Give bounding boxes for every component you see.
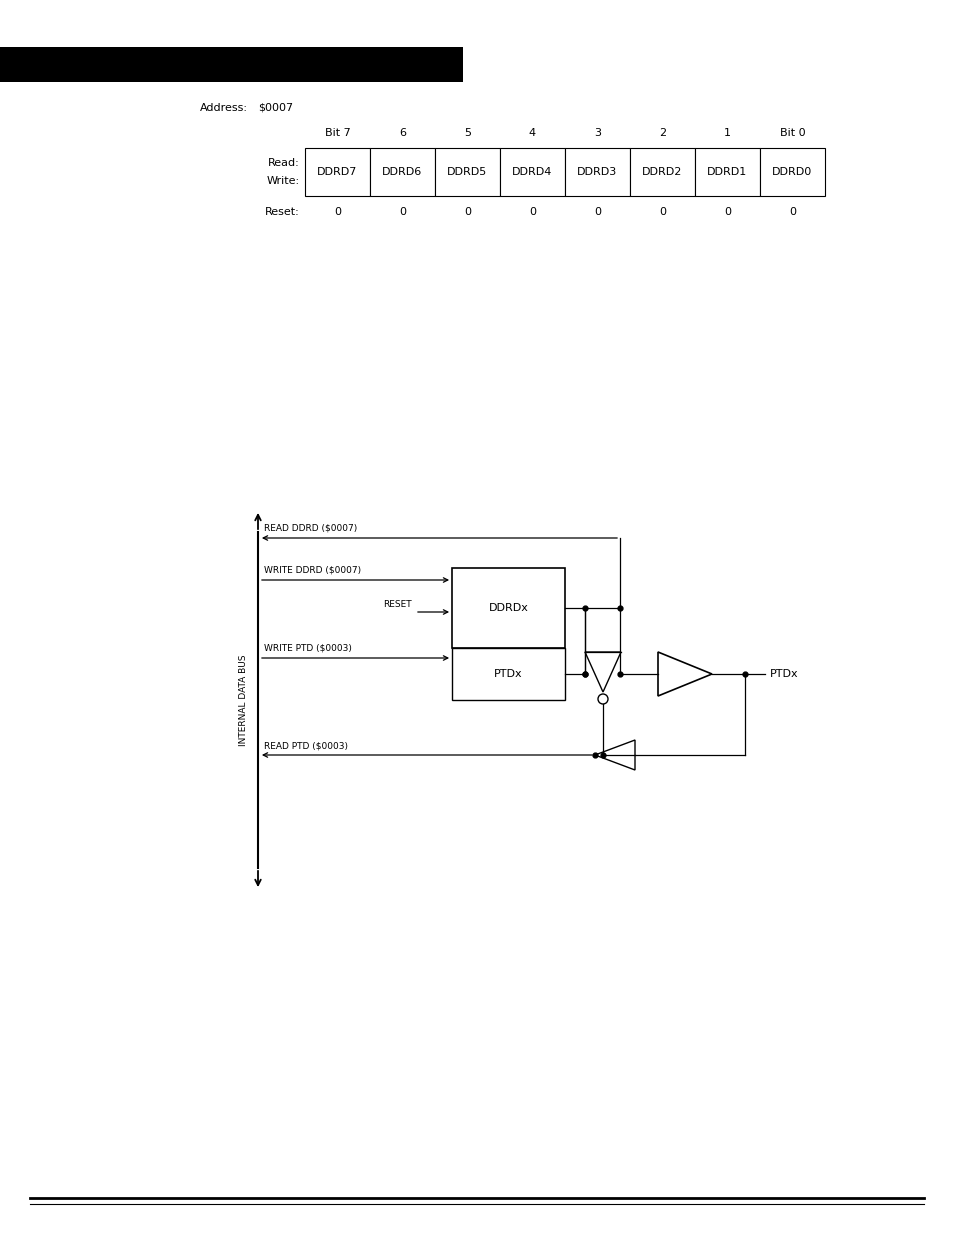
Text: RESET: RESET [383, 600, 412, 609]
Text: DDRD7: DDRD7 [317, 167, 357, 177]
Text: 0: 0 [529, 207, 536, 217]
Text: $0007: $0007 [257, 103, 293, 112]
Text: DDRD2: DDRD2 [641, 167, 682, 177]
Polygon shape [584, 652, 620, 692]
Bar [499, 148, 564, 196]
Bar [0, 47, 462, 82]
Text: WRITE DDRD ($0007): WRITE DDRD ($0007) [264, 566, 361, 576]
Text: PTDx: PTDx [769, 669, 798, 679]
Text: 6: 6 [398, 128, 406, 138]
Bar [370, 148, 435, 196]
Text: 0: 0 [398, 207, 406, 217]
Text: WRITE PTD ($0003): WRITE PTD ($0003) [264, 643, 352, 653]
Text: 0: 0 [463, 207, 471, 217]
Circle shape [598, 694, 607, 704]
Bar [452, 648, 564, 700]
Text: Bit 0: Bit 0 [779, 128, 804, 138]
Polygon shape [658, 652, 711, 697]
Text: 0: 0 [788, 207, 795, 217]
Text: 0: 0 [723, 207, 730, 217]
Text: 2: 2 [659, 128, 665, 138]
Bar [564, 148, 629, 196]
Text: READ PTD ($0003): READ PTD ($0003) [264, 741, 348, 750]
Text: PTDx: PTDx [494, 669, 522, 679]
Text: DDRD1: DDRD1 [706, 167, 747, 177]
Text: 1: 1 [723, 128, 730, 138]
Text: INTERNAL DATA BUS: INTERNAL DATA BUS [239, 655, 248, 746]
Text: DDRDx: DDRDx [488, 603, 528, 613]
Text: 0: 0 [659, 207, 665, 217]
Text: DDRD6: DDRD6 [382, 167, 422, 177]
Text: Read:: Read: [268, 158, 299, 168]
Bar [435, 148, 499, 196]
Text: 3: 3 [594, 128, 600, 138]
Bar [305, 148, 370, 196]
Text: DDRD3: DDRD3 [577, 167, 617, 177]
Text: Bit 7: Bit 7 [324, 128, 350, 138]
Text: DDRD4: DDRD4 [512, 167, 552, 177]
Text: 5: 5 [463, 128, 471, 138]
Polygon shape [595, 740, 635, 769]
Text: 4: 4 [528, 128, 536, 138]
Bar [629, 148, 695, 196]
Bar [760, 148, 824, 196]
Bar [695, 148, 760, 196]
Bar [452, 568, 564, 648]
Text: Address:: Address: [200, 103, 248, 112]
Text: Write:: Write: [267, 177, 299, 186]
Text: 0: 0 [594, 207, 600, 217]
Text: DDRD0: DDRD0 [772, 167, 812, 177]
Text: 0: 0 [334, 207, 340, 217]
Text: Reset:: Reset: [265, 207, 299, 217]
Text: DDRD5: DDRD5 [447, 167, 487, 177]
Text: READ DDRD ($0007): READ DDRD ($0007) [264, 524, 356, 534]
